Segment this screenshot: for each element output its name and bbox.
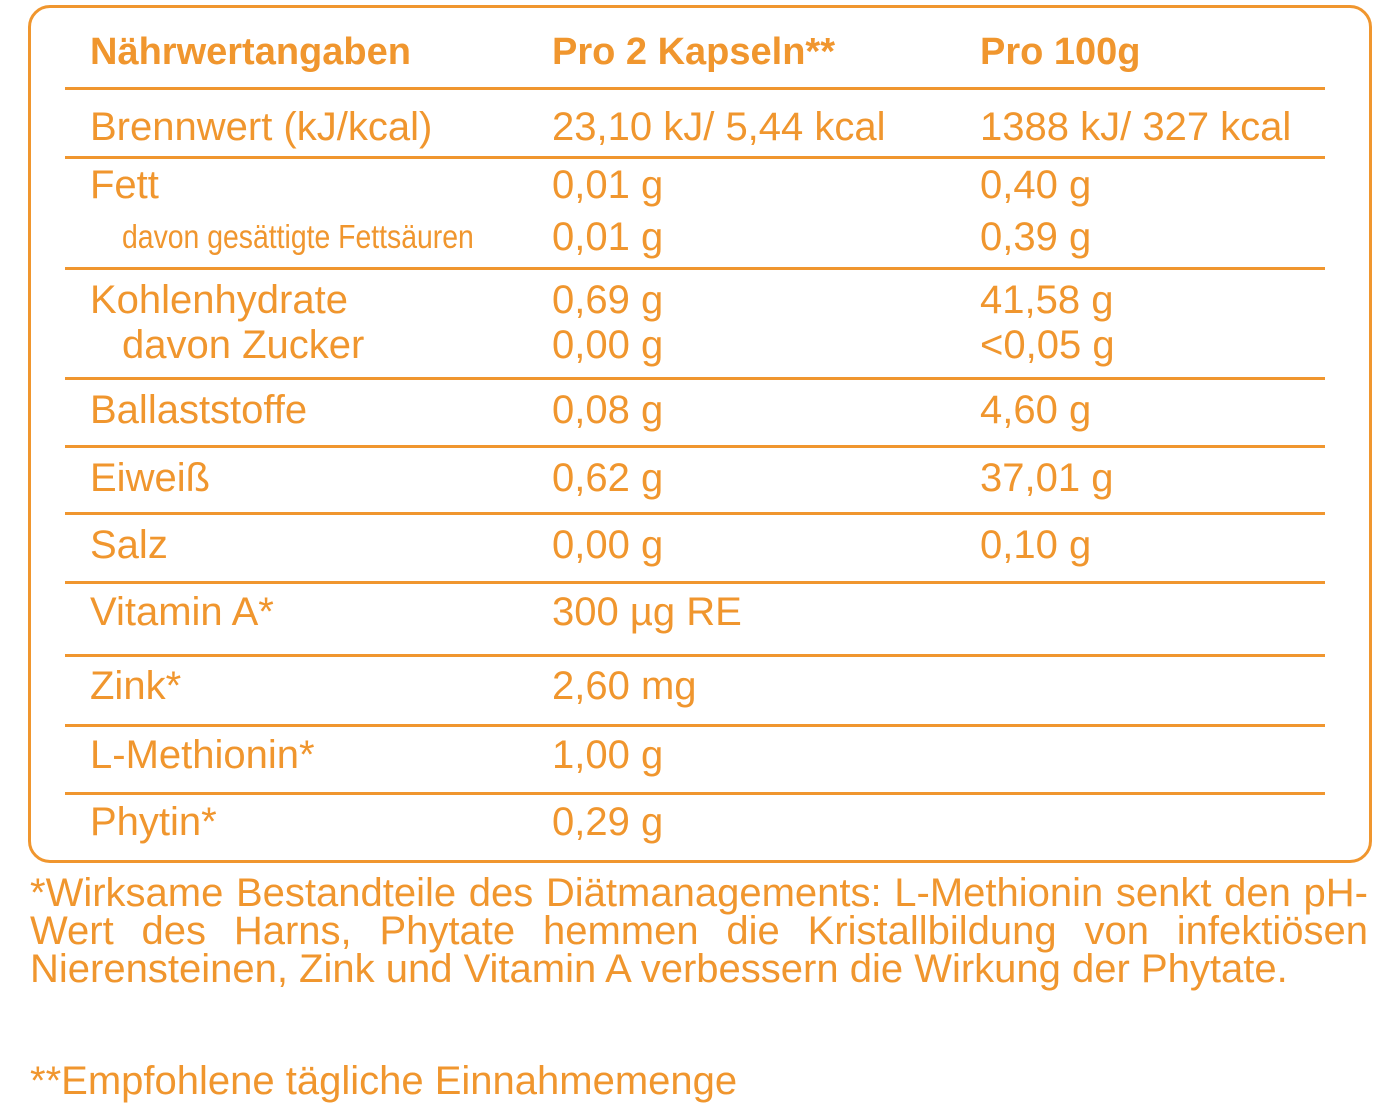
nutrient-label: Fett (90, 163, 159, 207)
nutrient-label: Ballaststoffe (90, 388, 308, 432)
sub-nutrient-label: davon Zucker (122, 323, 365, 367)
row-separator (65, 377, 1325, 380)
row-separator (65, 724, 1325, 727)
nutrient-value: 0,39 g (980, 215, 1092, 259)
table-frame (28, 5, 1372, 863)
nutrient-value: 0,08 g (552, 388, 664, 432)
nutrient-label: Brennwert (kJ/kcal) (90, 105, 433, 149)
nutrient-value: 23,10 kJ/ 5,44 kcal (552, 105, 886, 149)
nutrient-label: Kohlenhydrate (90, 278, 348, 322)
nutrient-value: 0,29 g (552, 800, 664, 844)
nutrient-value: 1,00 g (552, 733, 664, 777)
nutrient-label: Zink* (90, 664, 182, 708)
nutrient-label: Salz (90, 523, 168, 567)
nutrient-value: 2,60 mg (552, 664, 697, 708)
footnote: **Empfohlene tägliche Einnahmemenge (30, 1059, 738, 1103)
row-separator (65, 654, 1325, 657)
nutrient-value: 0,69 g (552, 278, 664, 322)
nutrient-label: Vitamin A* (90, 590, 274, 634)
row-separator (65, 792, 1325, 795)
nutrient-value: 300 µg RE (552, 590, 742, 634)
nutrient-value: 37,01 g (980, 456, 1114, 500)
nutrient-value: 0,01 g (552, 215, 664, 259)
nutrient-value: 1388 kJ/ 327 kcal (980, 105, 1292, 149)
nutrient-value: 0,00 g (552, 523, 664, 567)
nutrient-value: <0,05 g (980, 323, 1115, 367)
column-header: Nährwertangaben (90, 31, 411, 73)
nutrient-value: 0,62 g (552, 456, 664, 500)
row-separator (65, 156, 1325, 159)
nutrient-value: 4,60 g (980, 388, 1092, 432)
nutrient-value: 0,00 g (552, 323, 664, 367)
row-separator (65, 267, 1325, 270)
nutrient-value: 41,58 g (980, 278, 1114, 322)
row-separator (65, 87, 1325, 90)
nutrient-label: Eiweiß (90, 456, 211, 500)
row-separator (65, 445, 1325, 448)
row-separator (65, 581, 1325, 584)
nutrient-label: L-Methionin* (90, 733, 315, 777)
footnote: *Wirksame Bestandteile des Diätmanagemen… (30, 871, 1368, 991)
column-header: Pro 2 Kapseln** (552, 31, 835, 73)
row-separator (65, 512, 1325, 515)
column-header: Pro 100g (980, 31, 1141, 73)
nutrient-value: 0,40 g (980, 163, 1092, 207)
sub-nutrient-label: davon gesättigte Fettsäuren (122, 218, 474, 255)
nutrient-label: Phytin* (90, 800, 217, 844)
nutrient-value: 0,01 g (552, 163, 664, 207)
nutrient-value: 0,10 g (980, 523, 1092, 567)
